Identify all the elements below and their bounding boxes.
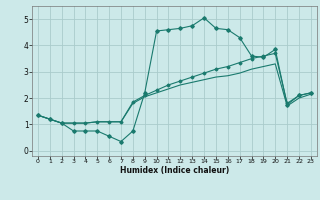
X-axis label: Humidex (Indice chaleur): Humidex (Indice chaleur) xyxy=(120,166,229,175)
